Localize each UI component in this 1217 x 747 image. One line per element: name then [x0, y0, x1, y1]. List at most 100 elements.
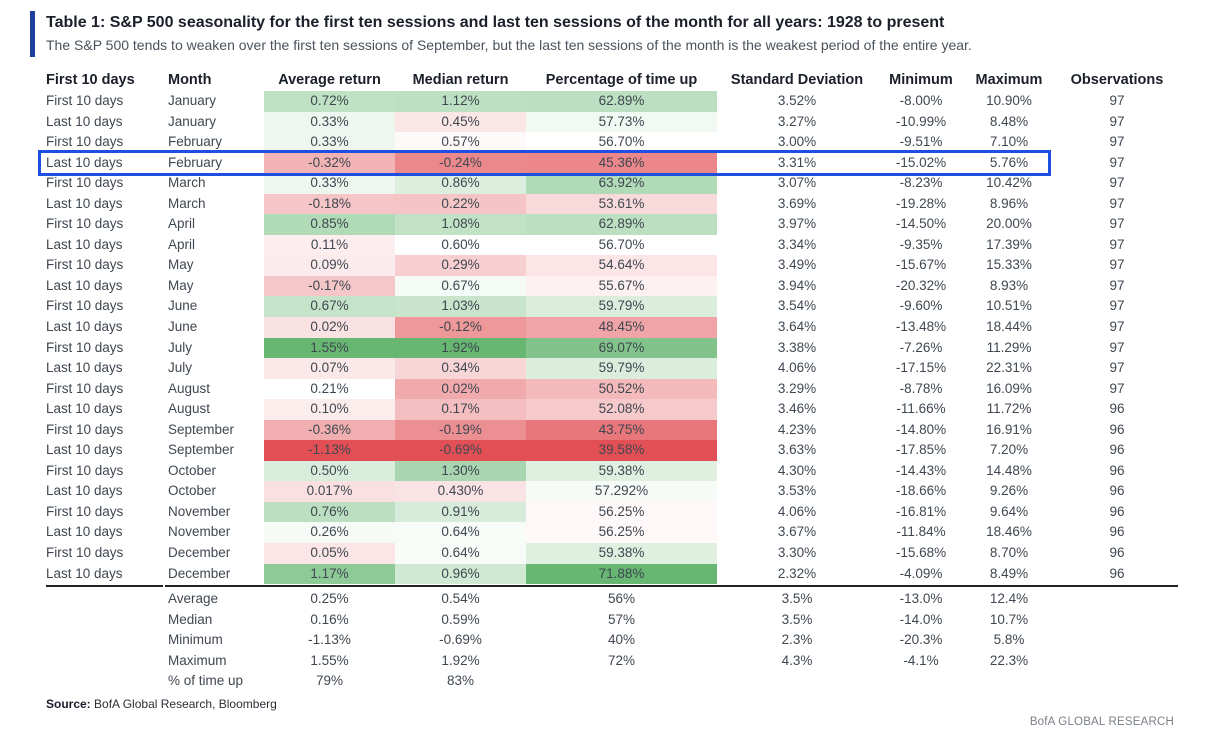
- cell-period: First 10 days: [46, 380, 124, 396]
- cell-pct-time-up: 56.70%: [526, 234, 717, 256]
- summary-stats: Average 0.25% 0.54% 56% 3.5% -13.0% 12.4% Media…: [46, 589, 1180, 692]
- cell-minimum: -11.66%: [896, 401, 946, 417]
- cell-period: First 10 days: [46, 257, 124, 273]
- cell-pct-time-up: 63.92%: [526, 173, 717, 194]
- cell-month: April: [168, 236, 196, 252]
- table-rule-right: [165, 585, 1178, 588]
- cell-maximum: 8.70%: [989, 545, 1029, 561]
- cell-month: May: [168, 257, 194, 273]
- table-row: First 10 days October 0.50% 1.30% 59.38% 4.30…: [46, 460, 1180, 482]
- cell-period: Last 10 days: [46, 113, 123, 129]
- cell-pct-time-up: 57.292%: [526, 481, 717, 502]
- cell-avg-return: 0.67%: [264, 296, 395, 318]
- cell-avg-return: 0.26%: [264, 522, 395, 544]
- cell-minimum: -14.50%: [895, 216, 947, 232]
- table-row: Last 10 days November 0.26% 0.64% 56.25% 3.67…: [46, 522, 1180, 544]
- cell-minimum: -20.32%: [895, 277, 947, 293]
- table-row: Last 10 days March -0.18% 0.22% 53.61% 3.69% -…: [46, 193, 1180, 215]
- table-row: First 10 days May 0.09% 0.29% 54.64% 3.49% -15…: [46, 255, 1180, 276]
- cell-median-return: 0.64%: [395, 522, 526, 544]
- cell-observations: 97: [1109, 277, 1125, 293]
- cell-pct-time-up: 56.25%: [526, 522, 717, 544]
- cell-observations: 97: [1109, 380, 1125, 396]
- summary-avg-return: 79%: [315, 673, 344, 689]
- cell-observations: 97: [1109, 360, 1125, 376]
- cell-avg-return: 0.85%: [264, 214, 395, 235]
- cell-period: First 10 days: [46, 298, 124, 314]
- cell-observations: 97: [1109, 236, 1125, 252]
- cell-median-return: -0.24%: [395, 152, 526, 174]
- cell-month: November: [168, 524, 231, 540]
- cell-maximum: 22.31%: [986, 360, 1032, 376]
- cell-avg-return: -1.13%: [264, 440, 395, 461]
- table-row: Last 10 days June 0.02% -0.12% 48.45% 3.64% -1…: [46, 317, 1180, 338]
- cell-maximum: 10.42%: [986, 175, 1032, 191]
- cell-maximum: 10.90%: [986, 93, 1032, 108]
- cell-pct-time-up: 48.45%: [526, 317, 717, 338]
- table-row: Last 10 days April 0.11% 0.60% 56.70% 3.34% -9…: [46, 234, 1180, 256]
- cell-std-dev: 3.53%: [777, 483, 817, 499]
- cell-period: Last 10 days: [46, 236, 123, 252]
- summary-avg-return: -1.13%: [308, 632, 351, 648]
- cell-std-dev: 3.52%: [777, 93, 817, 108]
- cell-minimum: -9.35%: [899, 236, 943, 252]
- cell-std-dev: 3.46%: [777, 401, 817, 417]
- cell-median-return: 1.92%: [395, 337, 526, 359]
- cell-avg-return: 0.02%: [264, 317, 395, 338]
- cell-median-return: -0.69%: [395, 440, 526, 461]
- cell-pct-time-up: 62.89%: [526, 91, 717, 112]
- table-row: Last 10 days September -1.13% -0.69% 39.58% 3…: [46, 440, 1180, 461]
- summary-label: % of time up: [168, 673, 244, 689]
- cell-pct-time-up: 59.79%: [526, 358, 717, 379]
- cell-minimum: -15.68%: [895, 545, 947, 561]
- cell-period: Last 10 days: [46, 277, 123, 293]
- cell-std-dev: 3.67%: [777, 524, 817, 540]
- cell-std-dev: 4.06%: [777, 503, 817, 519]
- cell-pct-time-up: 45.36%: [526, 152, 717, 174]
- table-row: Last 10 days February -0.32% -0.24% 45.36% 3.…: [46, 152, 1180, 174]
- summary-pct-time-up: 57%: [607, 611, 636, 627]
- cell-pct-time-up: 56.25%: [526, 501, 717, 523]
- cell-maximum: 8.49%: [989, 565, 1029, 581]
- cell-pct-time-up: 56.70%: [526, 132, 717, 153]
- cell-median-return: 0.67%: [395, 275, 526, 297]
- cell-minimum: -19.28%: [895, 195, 947, 211]
- source-note: Source: BofA Global Research, Bloomberg: [46, 697, 277, 711]
- table-row: First 10 days August 0.21% 0.02% 50.52% 3.29%…: [46, 378, 1180, 400]
- cell-observations: 97: [1109, 339, 1125, 355]
- cell-median-return: -0.19%: [395, 419, 526, 441]
- cell-avg-return: 1.55%: [264, 337, 395, 359]
- cell-median-return: 1.08%: [395, 214, 526, 235]
- cell-maximum: 15.33%: [986, 257, 1032, 273]
- cell-minimum: -15.02%: [895, 154, 947, 170]
- cell-month: June: [168, 319, 198, 335]
- cell-period: First 10 days: [46, 462, 124, 478]
- cell-observations: 96: [1109, 401, 1125, 417]
- header-period: First 10 days: [46, 72, 135, 88]
- cell-observations: 96: [1109, 503, 1125, 519]
- header-median-return: Median return: [412, 72, 509, 88]
- cell-avg-return: 0.76%: [264, 501, 395, 523]
- cell-minimum: -11.84%: [896, 524, 946, 540]
- cell-minimum: -18.66%: [895, 483, 947, 499]
- cell-month: November: [168, 503, 231, 519]
- summary-row: % of time up 79% 83%: [46, 671, 1180, 692]
- cell-std-dev: 4.23%: [777, 421, 817, 437]
- header-minimum: Minimum: [889, 72, 953, 88]
- cell-minimum: -15.67%: [895, 257, 947, 273]
- cell-month: July: [168, 339, 193, 355]
- summary-maximum: 12.4%: [989, 591, 1029, 606]
- cell-pct-time-up: 69.07%: [526, 337, 717, 359]
- header-observations: Observations: [1070, 72, 1164, 88]
- summary-minimum: -14.0%: [899, 611, 943, 627]
- cell-avg-return: -0.18%: [264, 193, 395, 215]
- summary-row: Minimum -1.13% -0.69% 40% 2.3% -20.3% 5.8%: [46, 630, 1180, 651]
- cell-avg-return: 0.33%: [264, 173, 395, 194]
- cell-std-dev: 3.38%: [777, 339, 817, 355]
- cell-median-return: 0.430%: [395, 481, 526, 502]
- cell-median-return: 0.96%: [395, 563, 526, 585]
- cell-minimum: -8.23%: [899, 175, 943, 191]
- cell-maximum: 7.10%: [989, 134, 1029, 150]
- cell-observations: 97: [1109, 195, 1125, 211]
- summary-avg-return: 0.25%: [310, 591, 349, 606]
